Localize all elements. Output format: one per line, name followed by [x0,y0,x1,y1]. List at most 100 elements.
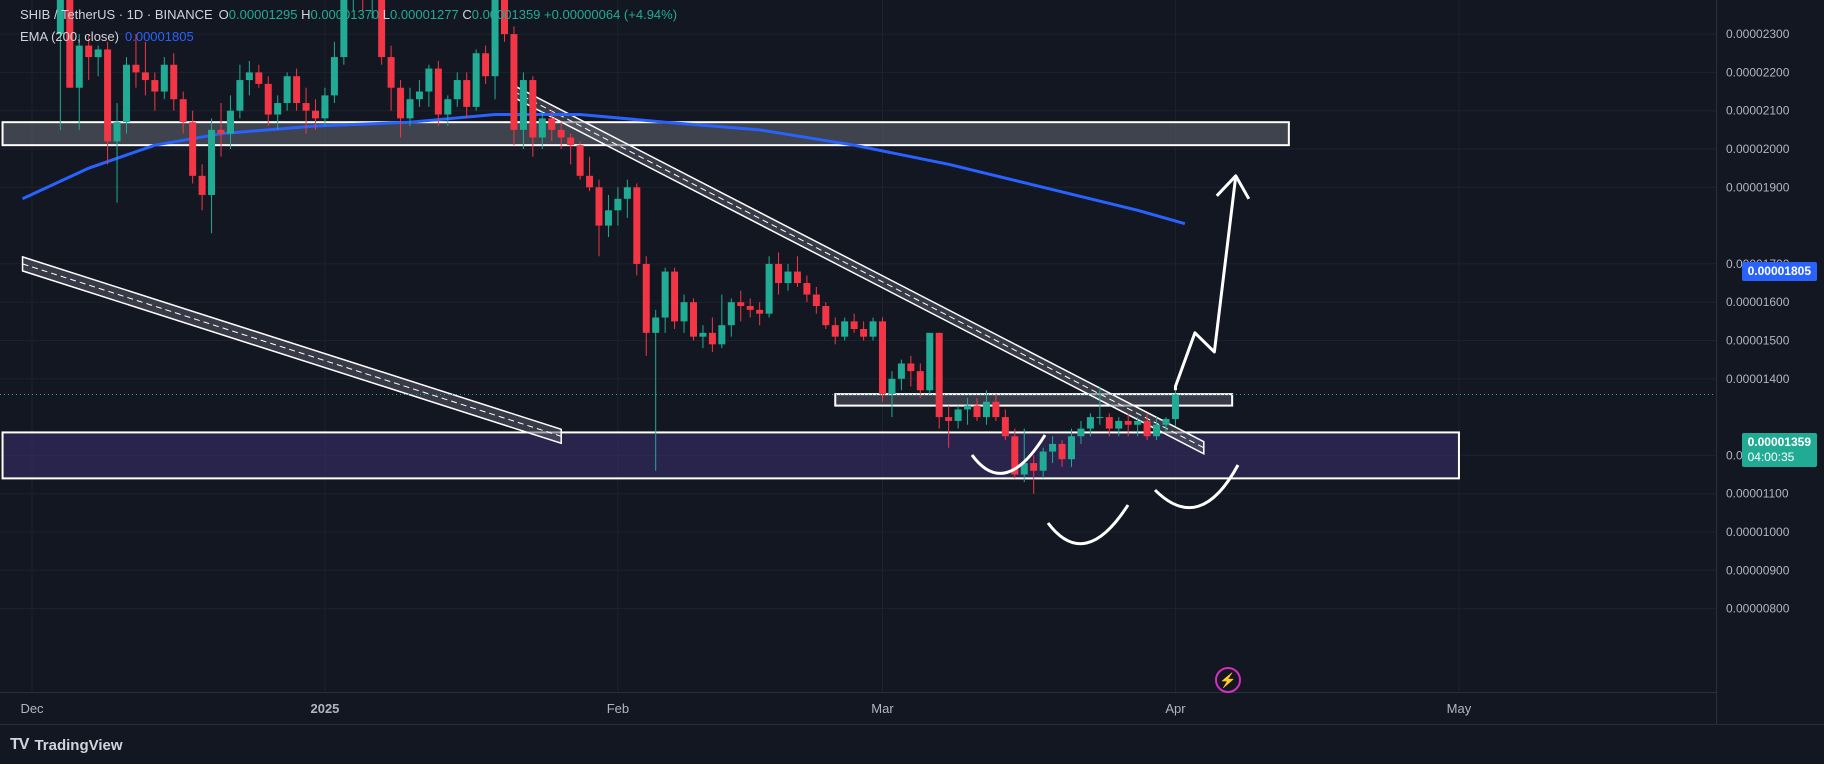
candle [198,164,206,211]
close-value: 0.00001359 [471,7,541,22]
high-value: 0.00001370 [310,7,380,22]
candle [982,390,990,425]
candle-body [236,80,244,111]
candle [362,0,364,12]
candles-layer [56,0,1179,494]
candle [595,179,603,257]
candle [491,0,499,100]
lightning-icon[interactable]: ⚡ [1215,667,1241,693]
candle-body [340,0,348,58]
candle-body [642,263,650,333]
candle-body [1001,417,1009,437]
candle-body [1115,420,1123,429]
candle-body [973,405,981,418]
candle-body [1011,436,1019,475]
candle [765,256,773,318]
tradingview-footer[interactable]: TV TradingView [10,736,123,754]
candle-body [718,325,726,345]
candle-body [321,95,329,119]
candle-body [992,401,1000,418]
candle [371,0,373,19]
candle [926,332,934,395]
candle [1049,436,1057,464]
candle [586,156,594,192]
candle [56,0,64,130]
candle [727,298,735,337]
candle [170,53,178,111]
candle [75,34,83,130]
ema-price-tag-text: 0.00001805 [1747,264,1811,278]
candle-body [727,302,735,326]
candle-body [699,332,707,337]
ema-layer [21,113,1186,226]
y-tick-label: 0.00001100 [1726,487,1789,501]
candle [444,95,452,127]
candle [869,317,877,341]
candle [264,76,272,127]
candle [501,0,508,42]
candle [236,64,244,119]
candle [1030,455,1038,494]
candle-body [708,332,716,345]
candle-body [557,129,565,138]
ohlc-row[interactable]: SHIB / TetherUS · 1D · BINANCE O0.000012… [20,4,677,26]
candle-body [1077,428,1085,437]
candle-body [737,302,745,307]
candle-body [245,72,253,81]
head-arc [1046,504,1130,546]
candle-body [1020,463,1028,475]
candle [718,294,726,349]
y-tick-label: 0.00002000 [1726,142,1790,156]
candle [708,317,716,352]
candle-body [472,53,480,107]
ema-row[interactable]: EMA (200, close) 0.00001805 [20,26,677,48]
ema-label[interactable]: EMA (200, close) [20,29,119,44]
price-axis-border [1716,0,1717,724]
symbol-label[interactable]: SHIB / TetherUS · 1D · BINANCE [20,7,213,22]
candle-body [160,64,168,92]
candle-body [633,187,641,264]
candle [1020,428,1028,483]
candle [879,317,886,402]
candle [255,64,263,88]
candle-body [482,53,490,77]
candle-body [812,294,820,307]
candle [352,0,354,12]
tradingview-logo-icon: TV [10,736,29,753]
candle [793,256,801,287]
candle [453,72,461,107]
resistance-zone [1,121,1290,147]
candle-body [302,103,310,111]
y-tick-label: 0.00001400 [1726,372,1790,386]
candle-body [132,64,140,73]
candle-body [879,321,886,395]
open-value: 0.00001295 [228,7,298,22]
candle-body [444,99,452,115]
candle-body [756,309,764,314]
candle-body [387,57,395,88]
x-tick-label: Feb [607,701,629,716]
candle [642,256,650,356]
drawing-zones [1,121,1460,480]
candle-body [567,137,575,146]
y-tick-label: 0.00001900 [1726,180,1790,194]
candle [548,110,556,142]
y-tick-label: 0.00002200 [1726,65,1790,79]
candle [217,103,225,157]
candle-body [614,198,622,211]
candle-body [595,187,603,226]
candle [652,309,660,471]
candle-body [226,110,234,134]
candle-body [519,80,527,130]
candle [1134,417,1142,437]
candle [482,45,490,84]
candle-body [397,87,405,119]
support-zone [1,431,1460,480]
candle [604,194,612,238]
candle [151,72,159,111]
projection-arrowhead-icon [1215,174,1251,200]
candle-body [255,72,263,84]
candle [907,355,915,387]
candle [1077,420,1085,444]
